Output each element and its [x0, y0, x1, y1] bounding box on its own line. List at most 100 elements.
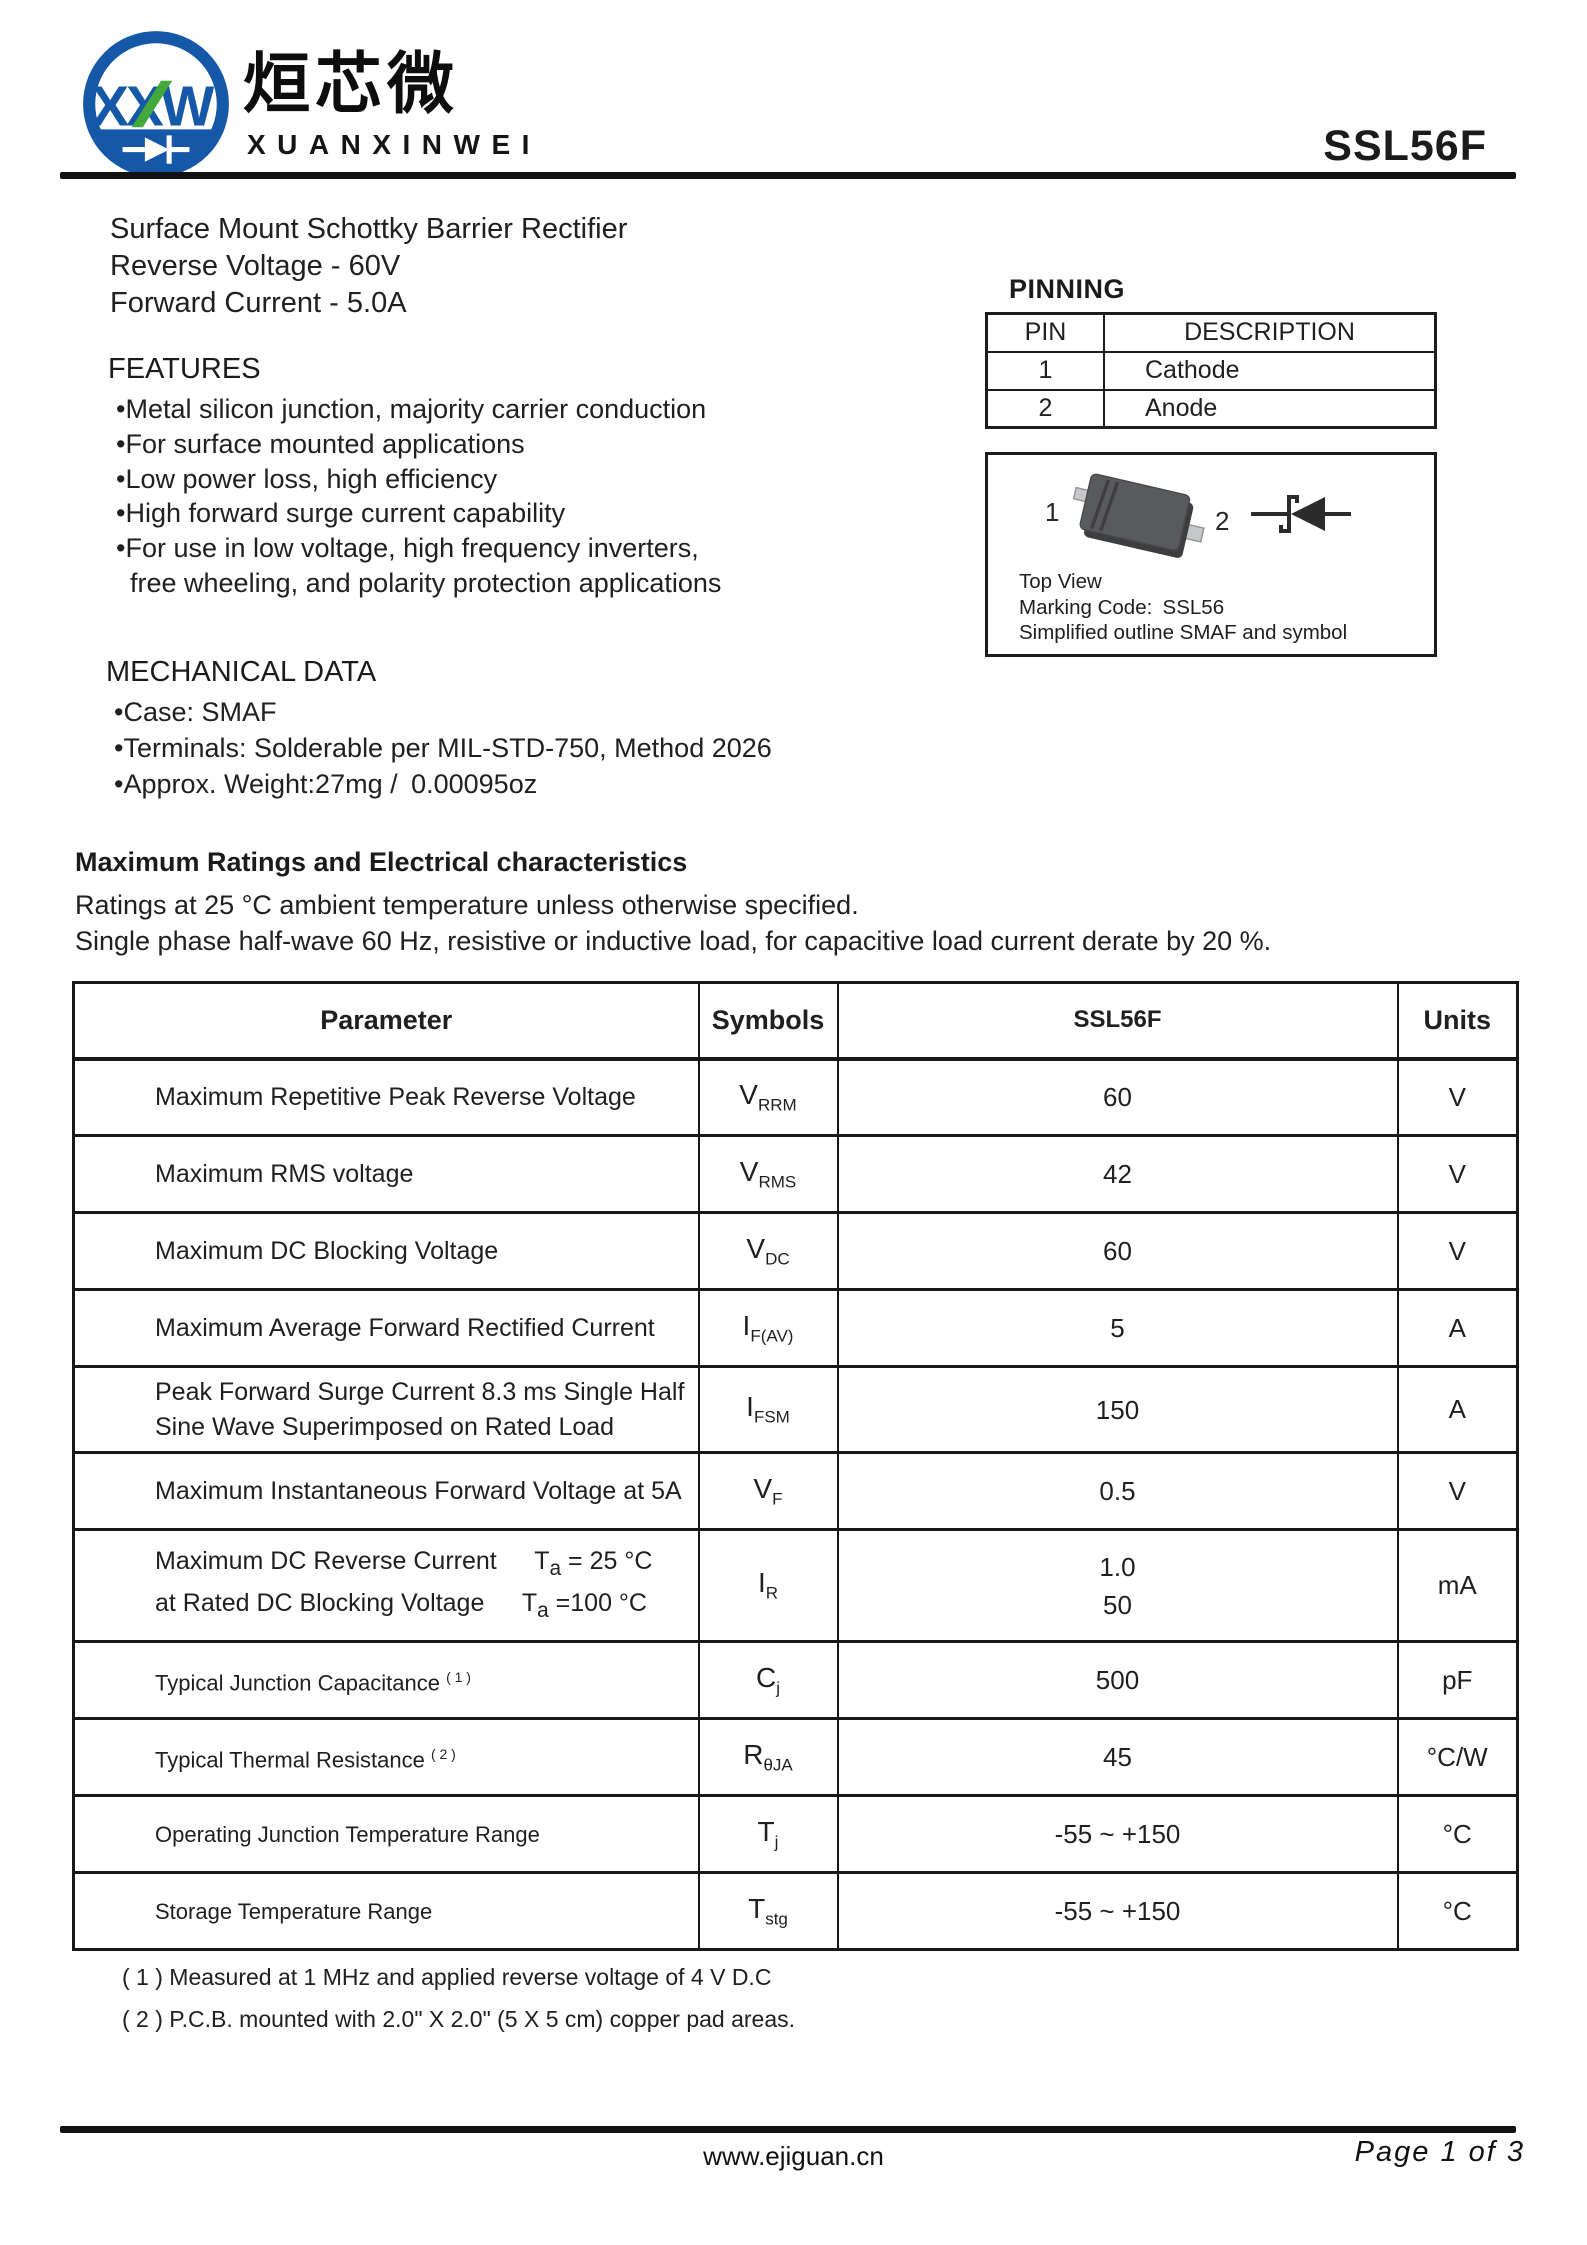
symbol-cell: IFSM — [697, 1365, 839, 1454]
ratings-row: Maximum Repetitive Peak Reverse Voltage V… — [72, 1057, 1519, 1137]
value-cell: 5 — [836, 1288, 1399, 1368]
mechanical-item: Terminals: Solderable per MIL-STD-750, M… — [102, 730, 771, 766]
ratings-header-row: Parameter Symbols SSL56F Units — [72, 981, 1519, 1061]
value-cell: 1.0 50 — [836, 1528, 1399, 1643]
features-title: FEATURES — [108, 353, 261, 385]
parameter-cell: Maximum Average Forward Rectified Curren… — [72, 1288, 700, 1368]
parameter-cell: Typical Thermal Resistance ( 2 ) — [72, 1717, 700, 1797]
feature-item: High forward surge current capability — [104, 496, 721, 531]
ratings-row: Maximum DC Reverse Current Ta = 25 °C at … — [72, 1528, 1519, 1643]
ratings-column-header: Parameter — [72, 981, 700, 1061]
package-notes: Top View Marking Code: SSL56 Simplified … — [1019, 569, 1347, 646]
symbol-cell: IR — [697, 1528, 839, 1643]
summary-line: Reverse Voltage - 60V — [110, 250, 401, 282]
schottky-diode-symbol-icon — [1251, 495, 1351, 533]
ratings-note-2: Single phase half-wave 60 Hz, resistive … — [75, 926, 1272, 956]
parameter-cell: Peak Forward Surge Current 8.3 ms Single… — [72, 1365, 700, 1454]
ratings-column-header: SSL56F — [836, 981, 1399, 1061]
ratings-column-header: Units — [1396, 981, 1519, 1061]
package-top-view-label: Top View — [1019, 570, 1102, 593]
symbol-cell: Tstg — [697, 1871, 839, 1951]
unit-cell: A — [1396, 1288, 1519, 1368]
feature-item: Low power loss, high efficiency — [104, 462, 721, 497]
pin-description-cell: Anode — [1103, 388, 1437, 429]
package-pin1-label: 1 — [1045, 497, 1060, 527]
ratings-column-header: Symbols — [697, 981, 839, 1061]
symbol-cell: VF — [697, 1451, 839, 1531]
value-cell: 42 — [836, 1134, 1399, 1214]
value-cell: 0.5 — [836, 1451, 1399, 1531]
value-cell: -55 ~ +150 — [836, 1794, 1399, 1874]
mechanical-item: Case: SMAF — [102, 694, 772, 730]
footnote: ( 1 ) Measured at 1 MHz and applied reve… — [122, 1964, 772, 1990]
pin-column-header: PIN — [985, 312, 1105, 353]
symbol-cell: VRRM — [697, 1057, 839, 1137]
value-cell: -55 ~ +150 — [836, 1871, 1399, 1951]
package-marking-code: Marking Code: SSL56 — [1019, 595, 1225, 619]
summary-line: Surface Mount Schottky Barrier Rectifier — [110, 213, 628, 245]
ratings-row: Maximum Average Forward Rectified Curren… — [72, 1288, 1519, 1368]
unit-cell: °C/W — [1396, 1717, 1519, 1797]
unit-cell: pF — [1396, 1640, 1519, 1720]
unit-cell: V — [1396, 1211, 1519, 1291]
symbol-cell: VRMS — [697, 1134, 839, 1214]
website-link[interactable]: www.ejiguan.cn — [703, 2141, 884, 2171]
logo-green-accent — [131, 80, 173, 128]
pin-number-cell: 1 — [985, 350, 1105, 391]
company-name-english: XUANXINWEI — [247, 129, 541, 160]
parameter-cell: Operating Junction Temperature Range — [72, 1794, 700, 1874]
unit-cell: V — [1396, 1451, 1519, 1531]
mechanical-data-title: MECHANICAL DATA — [106, 656, 377, 688]
package-outline-note: Simplified outline SMAF and symbol — [1019, 621, 1348, 644]
footer-divider — [60, 2126, 1516, 2133]
ratings-row: Operating Junction Temperature Range Tj -5… — [72, 1794, 1519, 1874]
parameter-cell: Maximum DC Reverse Current Ta = 25 °C at … — [72, 1528, 700, 1643]
value-cell: 500 — [836, 1640, 1399, 1720]
feature-item: For use in low voltage, high frequency i… — [104, 531, 721, 601]
header-divider — [60, 172, 1516, 179]
ratings-row: Typical Thermal Resistance ( 2 ) RθJA 45 °C… — [72, 1717, 1519, 1797]
ratings-row: Maximum Instantaneous Forward Voltage at… — [72, 1451, 1519, 1531]
symbol-cell: RθJA — [697, 1717, 839, 1797]
unit-cell: mA — [1396, 1528, 1519, 1643]
footnotes: ( 1 ) Measured at 1 MHz and applied reve… — [122, 1964, 795, 2048]
ratings-table: Parameter Symbols SSL56F Units Maximum Repe… — [72, 981, 1519, 1951]
ratings-row: Typical Junction Capacitance ( 1 ) Cj 500 p… — [72, 1640, 1519, 1720]
summary-line: Forward Current - 5.0A — [110, 287, 407, 319]
pin-number-cell: 2 — [985, 388, 1105, 429]
pinning-title: PINNING — [1009, 274, 1126, 304]
part-number: SSL56F — [1323, 122, 1487, 170]
value-cell: 45 — [836, 1717, 1399, 1797]
package-pin2-label: 2 — [1215, 506, 1230, 536]
ratings-row: Maximum DC Blocking Voltage VDC 60 V — [72, 1211, 1519, 1291]
parameter-cell: Maximum RMS voltage — [72, 1134, 700, 1214]
product-summary: Surface Mount Schottky Barrier Rectifier… — [110, 211, 627, 322]
package-3d-icon — [1072, 473, 1205, 558]
symbol-cell: VDC — [697, 1211, 839, 1291]
unit-cell: A — [1396, 1365, 1519, 1454]
parameter-cell: Maximum DC Blocking Voltage — [72, 1211, 700, 1291]
symbol-cell: IF(AV) — [697, 1288, 839, 1368]
parameter-cell: Maximum Repetitive Peak Reverse Voltage — [72, 1057, 700, 1137]
logo-diode-icon — [122, 135, 190, 164]
symbol-cell: Cj — [697, 1640, 839, 1720]
parameter-cell: Typical Junction Capacitance ( 1 ) — [72, 1640, 700, 1720]
pinning-header-row: PIN DESCRIPTION — [985, 312, 1437, 353]
features-list: Metal silicon junction, majority carrier… — [104, 392, 721, 601]
ratings-note-1: Ratings at 25 °C ambient temperature unl… — [75, 890, 859, 920]
pinning-row: 1 Cathode — [985, 350, 1437, 391]
package-outline-box: 1 2 Top View Marking Code: SSL56 Simplif… — [985, 452, 1437, 657]
unit-cell: V — [1396, 1134, 1519, 1214]
feature-item: Metal silicon junction, majority carrier… — [104, 392, 721, 427]
company-logo-icon: XXW — [83, 31, 229, 177]
ratings-row: Maximum RMS voltage VRMS 42 V — [72, 1134, 1519, 1214]
pin-description-cell: Cathode — [1103, 350, 1437, 391]
page-number: Page 1 of 3 — [1354, 2136, 1525, 2168]
value-cell: 60 — [836, 1057, 1399, 1137]
feature-item: For surface mounted applications — [104, 427, 721, 462]
unit-cell: V — [1396, 1057, 1519, 1137]
pinning-row: 2 Anode — [985, 388, 1437, 429]
value-cell: 60 — [836, 1211, 1399, 1291]
ratings-section-title: Maximum Ratings and Electrical character… — [75, 847, 688, 877]
